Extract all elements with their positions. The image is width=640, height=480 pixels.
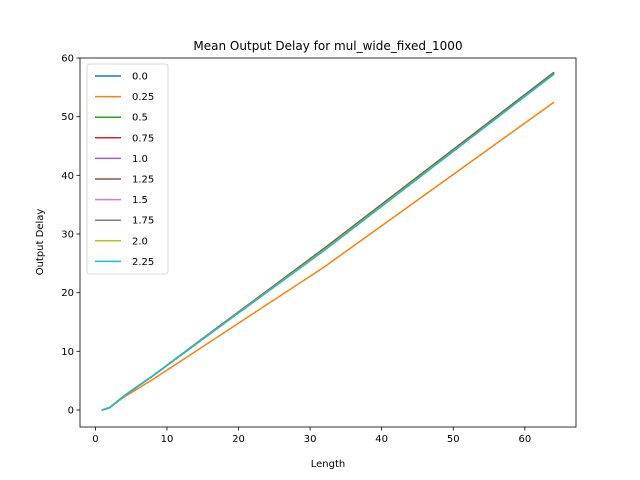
chart-title: Mean Output Delay for mul_wide_fixed_100… (193, 39, 462, 53)
legend-label: 2.25 (132, 257, 154, 268)
plot-area (101, 71, 555, 411)
legend-label: 2.0 (132, 236, 148, 247)
x-tick-label: 30 (304, 434, 317, 445)
legend-label: 0.0 (132, 72, 148, 83)
legend-label: 1.75 (132, 216, 154, 227)
y-tick-label: 60 (61, 54, 74, 65)
legend-label: 1.25 (132, 175, 154, 186)
legend-label: 0.25 (132, 92, 154, 103)
plot-frame (79, 57, 577, 428)
legend-label: 0.5 (132, 113, 148, 124)
y-tick-label: 20 (61, 288, 74, 299)
x-tick-label: 20 (232, 434, 245, 445)
x-axis-ticks: 0 10 20 30 40 50 60 (92, 427, 531, 445)
y-axis-label: Output Delay (35, 209, 46, 276)
y-tick-label: 10 (61, 347, 74, 358)
legend-label: 1.5 (132, 195, 148, 206)
y-tick-label: 50 (61, 112, 74, 123)
y-tick-label: 0 (68, 405, 74, 416)
legend-label: 1.0 (132, 154, 148, 165)
x-axis-label: Length (311, 459, 346, 470)
legend-box (86, 63, 169, 275)
series-line-2-25 (101, 73, 555, 411)
legend: 0.0 0.25 0.5 0.75 1.0 1.25 1.5 1.75 2.0 2.25 (86, 63, 169, 275)
y-tick-label: 30 (61, 229, 74, 240)
x-tick-label: 10 (161, 434, 174, 445)
x-tick-label: 40 (375, 434, 388, 445)
x-tick-label: 0 (92, 434, 98, 445)
y-axis-ticks: 0 10 20 30 40 50 60 (61, 54, 80, 416)
y-tick-label: 40 (61, 171, 74, 182)
x-tick-label: 60 (518, 434, 531, 445)
legend-label: 0.75 (132, 133, 154, 144)
x-tick-label: 50 (447, 434, 460, 445)
